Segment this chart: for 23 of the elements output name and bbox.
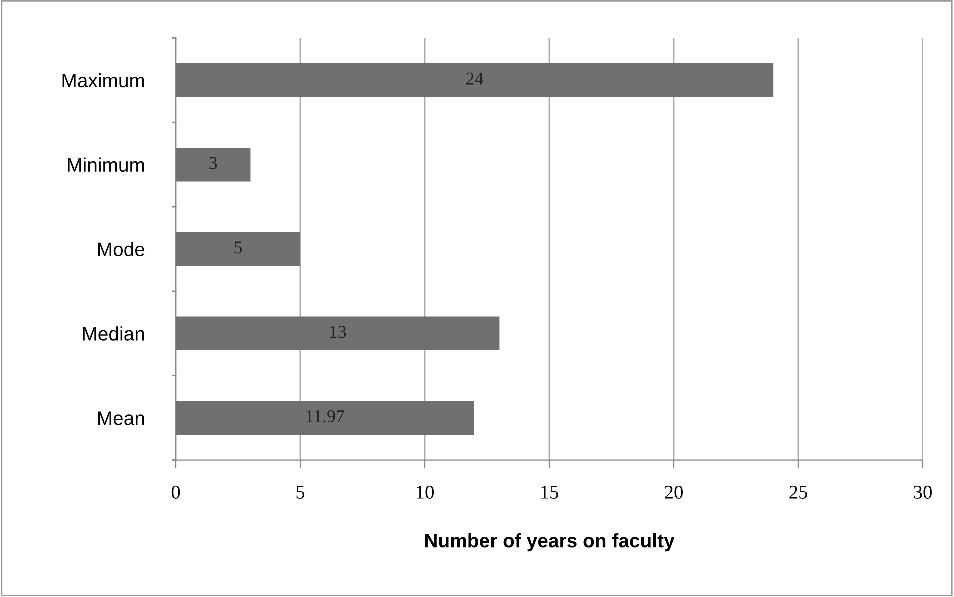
bar (176, 401, 474, 435)
data-label: 5 (234, 242, 242, 254)
data-label: 11.97 (306, 410, 344, 423)
data-label: 24 (466, 72, 484, 85)
y-tick-label: Maximum (62, 73, 144, 88)
y-tick-label: Mode (98, 242, 145, 256)
y-tick-label: Minimum (68, 158, 144, 172)
x-axis-title: Number of years on faculty (425, 533, 675, 552)
y-tick-label: Mean (98, 412, 144, 426)
bar (176, 148, 251, 182)
x-tick-label: 15 (541, 486, 558, 499)
x-tick-label: 30 (914, 486, 932, 499)
x-tick-label: 5 (296, 486, 305, 499)
x-tick-label: 20 (665, 486, 683, 499)
bar (176, 64, 774, 98)
x-tick-label: 10 (416, 486, 434, 499)
x-tick-label: 0 (172, 486, 180, 499)
x-tick-label: 25 (790, 486, 808, 499)
data-label: 3 (210, 157, 218, 170)
bar (176, 232, 301, 266)
y-tick-label: Median (83, 326, 144, 341)
bar (176, 316, 500, 351)
data-label: 13 (330, 326, 346, 338)
